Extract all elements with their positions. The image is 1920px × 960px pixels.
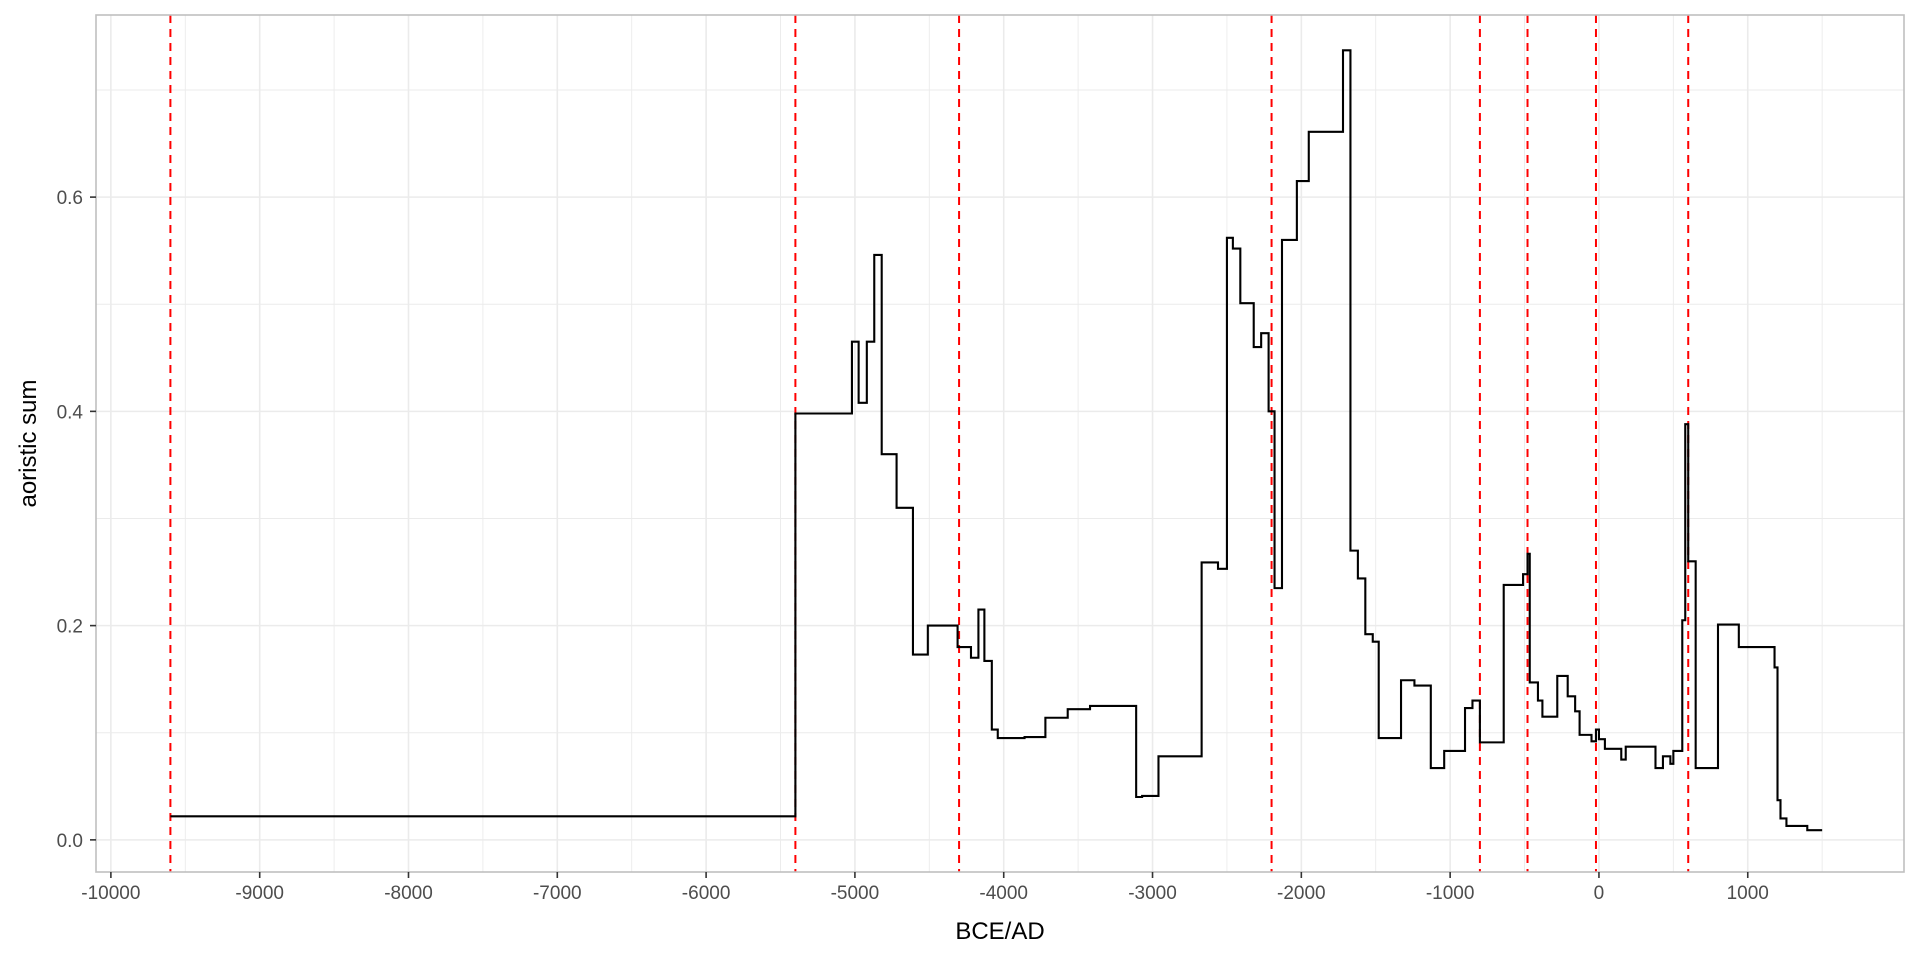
grid-major [96, 15, 1904, 872]
x-tick-label: -10000 [81, 883, 140, 904]
series-layer [170, 49, 1823, 832]
x-tick-label: -9000 [235, 883, 284, 904]
x-tick-label: 1000 [1727, 883, 1769, 904]
x-tick-label: -3000 [1128, 883, 1177, 904]
grid-minor [96, 15, 1904, 872]
x-tick-label: -4000 [979, 883, 1028, 904]
y-tick-label: 0.4 [57, 402, 84, 423]
y-tick-label: 0.0 [57, 831, 83, 852]
panel-border [95, 14, 1905, 873]
x-tick-label: -1000 [1426, 883, 1475, 904]
x-tick-label: -8000 [384, 883, 433, 904]
y-tick-label: 0.2 [57, 617, 83, 638]
aoristic-sum-line [170, 49, 1823, 832]
x-tick-label: -7000 [533, 883, 582, 904]
x-axis-title: BCE/AD [955, 918, 1044, 945]
y-axis-title: aoristic sum [15, 379, 42, 507]
x-tick-label: -6000 [682, 883, 731, 904]
x-tick-label: 0 [1594, 883, 1605, 904]
x-axis-ticks: -10000 -9000 -8000 -7000 -6000 -5000 -4000 -300… [81, 872, 1769, 904]
x-tick-label: -2000 [1277, 883, 1326, 904]
y-axis-ticks: 0.0 0.2 0.4 0.6 [57, 188, 96, 852]
y-tick-label: 0.6 [57, 188, 83, 209]
x-tick-label: -5000 [831, 883, 880, 904]
